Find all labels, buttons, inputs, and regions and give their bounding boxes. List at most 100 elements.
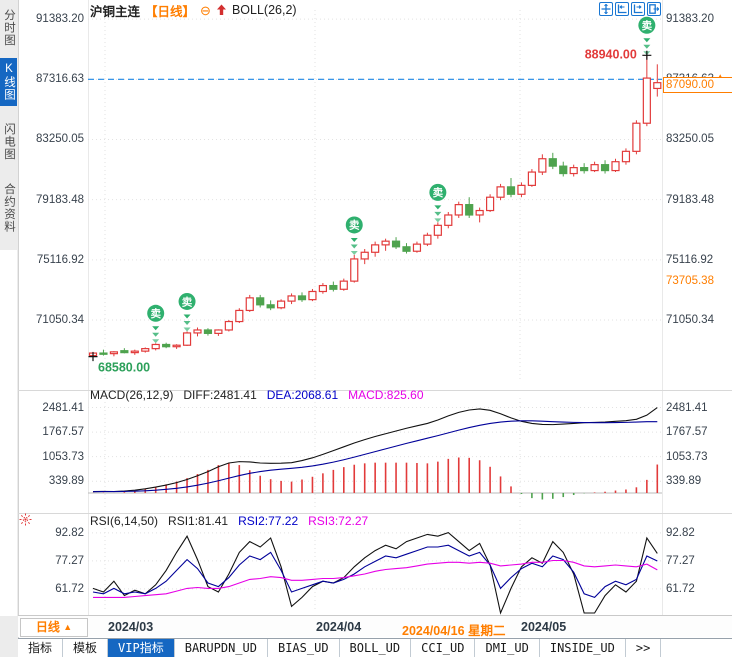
y-axis-label: 79183.48 — [666, 193, 732, 207]
y-axis-label: 339.89 — [666, 474, 732, 488]
rsi2-line — [92, 544, 658, 599]
rsi3-value: RSI3:72.27 — [308, 514, 369, 528]
rsi-params-label[interactable]: RSI(6,14,50) — [90, 514, 159, 528]
svg-text:卖: 卖 — [349, 219, 360, 232]
candles — [88, 55, 662, 357]
rsi-chart[interactable] — [88, 516, 662, 615]
macd-header: MACD(26,12,9) DIFF:2481.41 DEA:2068.61 M… — [90, 388, 424, 402]
red-up-arrow-icon[interactable] — [216, 4, 227, 16]
contract-title: 沪铜主连 — [90, 4, 141, 19]
y-axis-label-text: 79183.48 — [666, 194, 714, 206]
y-axis-label: 83250.05 — [36, 133, 84, 145]
rsi1-line — [92, 531, 658, 615]
bottom-tab-boll_ud[interactable]: BOLL_UD — [340, 639, 412, 657]
date-label: 2024/04 — [316, 620, 362, 634]
pane-forward-icon[interactable] — [647, 2, 661, 16]
sidebar-spacer — [0, 250, 17, 616]
y-axis-label: 75116.92 — [36, 254, 84, 266]
chart-toolbar — [599, 2, 661, 16]
macd-histogram — [92, 457, 659, 500]
panel-separator-2 — [18, 513, 732, 514]
sidebar-item-4[interactable]: 合约资料 — [3, 183, 15, 233]
y-axis-label-text: 61.72 — [666, 583, 695, 595]
y-axis-label-text: 2481.41 — [666, 402, 708, 414]
date-label: 2024/03 — [108, 620, 154, 634]
rsi2-value: RSI2:77.22 — [238, 514, 299, 528]
pan-move-icon[interactable] — [599, 2, 613, 16]
bottom-tab-inside_ud[interactable]: INSIDE_UD — [540, 639, 626, 657]
y-axis-label: 92.82 — [666, 526, 732, 540]
y-axis-label: 87316.63 — [36, 73, 84, 85]
macd-dea-value: DEA:2068.61 — [266, 388, 339, 402]
bottom-tab-[interactable]: 指标 — [18, 639, 64, 657]
y-axis-label: 339.89 — [48, 475, 84, 487]
compress-left-icon[interactable] — [615, 2, 629, 16]
bottom-tab-bias_ud[interactable]: BIAS_UD — [268, 639, 340, 657]
macd-chart[interactable] — [88, 392, 662, 513]
period-selector-button[interactable]: 日线 ▲ — [20, 618, 88, 637]
macd-params-label[interactable]: MACD(26,12,9) — [90, 388, 174, 402]
macd-diff-value: DIFF:2481.41 — [183, 388, 257, 402]
bottom-tab-dmi_ud[interactable]: DMI_UD — [475, 639, 540, 657]
indicator-label: BOLL(26,2) — [231, 3, 297, 17]
svg-text:卖: 卖 — [433, 186, 444, 199]
y-axis-label-text: 339.89 — [666, 475, 702, 487]
bottom-tab-[interactable]: 模板 — [63, 639, 109, 657]
current-price-box: 87090.00 — [663, 77, 732, 93]
compress-right-icon[interactable] — [631, 2, 645, 16]
date-label: 2024/05 — [521, 620, 567, 634]
indicator-settings-icon[interactable] — [19, 513, 32, 526]
y-axis-label-text: 83250.05 — [666, 133, 714, 145]
y-axis-label-text: 77.27 — [666, 555, 695, 567]
y-axis-label: 83250.05 — [666, 132, 732, 146]
svg-text:卖: 卖 — [182, 295, 193, 308]
y-axis-label-text: 71050.34 — [666, 314, 714, 326]
y-axis-label: 61.72 — [55, 583, 84, 595]
sidebar-item-3[interactable]: 闪电图 — [3, 123, 15, 161]
rsi-header: RSI(6,14,50) RSI1:81.41 RSI2:77.22 RSI3:… — [90, 514, 368, 528]
bottom-tab-vip[interactable]: VIP指标 — [108, 639, 175, 657]
y-axis-label: 77.27 — [666, 554, 732, 568]
date-label: 2024/04/16 星期二 — [402, 624, 506, 638]
sidebar-item-1[interactable]: 分时图 — [3, 9, 15, 47]
y-axis-label: 1053.73 — [666, 450, 732, 464]
bottom-tab-[interactable]: >> — [626, 639, 662, 657]
indicator-tab-bar: 指标 模板 VIP指标 BARUPDN_UD BIAS_UD BOLL_UD CCI_UD D… — [18, 638, 732, 657]
boll-lower-band-label: 73705.38 — [666, 275, 714, 287]
sidebar-item-2[interactable]: K线图 — [0, 58, 17, 106]
sell-signal-badge: 卖 — [147, 304, 165, 344]
y-axis-label: 2481.41 — [42, 402, 84, 414]
plot-left-border — [88, 0, 89, 615]
low-cross-marker — [88, 352, 98, 362]
high-cross-marker — [642, 50, 652, 60]
sell-signal-badge: 卖 — [178, 292, 196, 332]
sell-signal-badge: 卖 — [638, 16, 656, 56]
y-axis-label: 1053.73 — [42, 451, 84, 463]
y-axis-label: 77.27 — [55, 555, 84, 567]
y-axis-label: 61.72 — [666, 582, 732, 596]
collapse-indicator-icon[interactable]: ⊖ — [200, 2, 211, 18]
panel-separator-3 — [18, 615, 732, 616]
view-mode-sidebar: 分时图 K线图闪电图合约资料 — [0, 0, 19, 657]
rsi1-value: RSI1:81.41 — [168, 514, 229, 528]
dea-line — [92, 420, 658, 493]
high-price-label: 88940.00 — [585, 47, 637, 61]
sell-signal-badge: 卖 — [345, 216, 363, 255]
y-axis-label: 1767.57 — [666, 425, 732, 439]
rsi3-line — [93, 559, 658, 598]
x-axis-row — [18, 616, 732, 637]
y-axis-label-text: 75116.92 — [666, 254, 714, 266]
y-axis-label: 91383.20 — [36, 13, 84, 25]
chart-header: 沪铜主连 【日线】 ⊖ BOLL(26,2) — [90, 2, 297, 19]
bottom-tab-barupdn_ud[interactable]: BARUPDN_UD — [175, 639, 268, 657]
y-axis-label: 91383.20 — [666, 12, 732, 26]
bottom-tab-cci_ud[interactable]: CCI_UD — [411, 639, 476, 657]
y-axis-label-text: 92.82 — [666, 527, 695, 539]
y-axis-label: 1767.57 — [42, 426, 84, 438]
period-button-arrow-icon: ▲ — [63, 622, 73, 632]
y-axis-label-text: 1767.57 — [666, 426, 708, 438]
diff-line — [92, 407, 658, 493]
low-price-label: 68580.00 — [98, 361, 150, 375]
